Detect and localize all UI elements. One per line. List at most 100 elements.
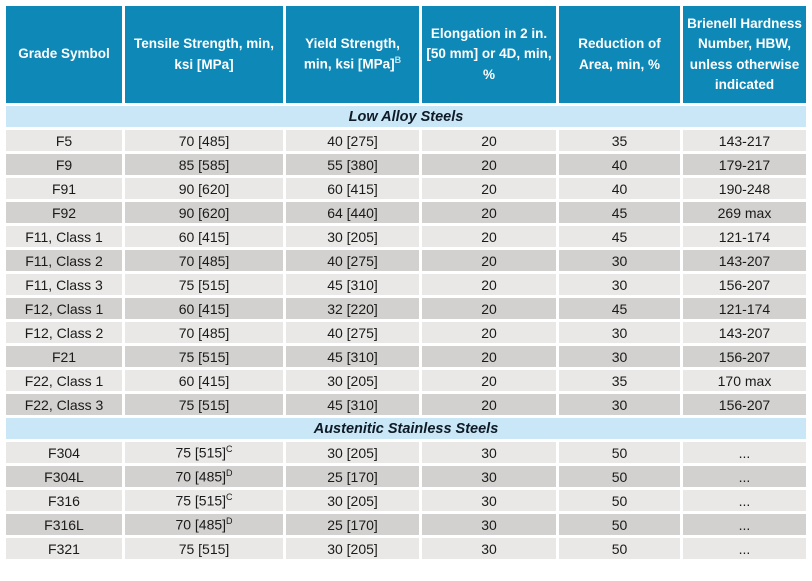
hardness-cell: 156-207 bbox=[683, 394, 806, 415]
hardness-cell: ... bbox=[683, 490, 806, 511]
elongation-cell: 30 bbox=[422, 490, 556, 511]
hardness-cell: 190-248 bbox=[683, 178, 806, 199]
grade-cell: F5 bbox=[6, 130, 122, 151]
reduction-cell: 30 bbox=[559, 346, 680, 367]
footnote-superscript: C bbox=[226, 492, 233, 503]
tensile-cell: 70 [485] bbox=[125, 322, 283, 343]
table-row: F11, Class 1 60 [415] 30 [205] 20 45 121-174 bbox=[6, 226, 806, 247]
yield-cell: 25 [170] bbox=[286, 466, 419, 487]
elongation-cell: 20 bbox=[422, 394, 556, 415]
tensile-cell: 70 [485]D bbox=[125, 466, 283, 487]
section-title: Austenitic Stainless Steels bbox=[6, 418, 806, 439]
elongation-cell: 20 bbox=[422, 346, 556, 367]
footnote-superscript: D bbox=[226, 468, 233, 479]
tensile-cell: 75 [515] bbox=[125, 538, 283, 559]
hardness-cell: 170 max bbox=[683, 370, 806, 391]
yield-cell: 32 [220] bbox=[286, 298, 419, 319]
grade-cell: F11, Class 2 bbox=[6, 250, 122, 271]
column-header-5: Brienell Hardness Number, HBW, unless ot… bbox=[683, 6, 806, 103]
column-header-1: Tensile Strength, min, ksi [MPa] bbox=[125, 6, 283, 103]
section-row-0: Low Alloy Steels bbox=[6, 106, 806, 127]
footnote-superscript: D bbox=[226, 516, 233, 527]
tensile-cell: 75 [515] bbox=[125, 346, 283, 367]
grade-cell: F21 bbox=[6, 346, 122, 367]
yield-cell: 30 [205] bbox=[286, 538, 419, 559]
table-row: F11, Class 2 70 [485] 40 [275] 20 30 143-207 bbox=[6, 250, 806, 271]
reduction-cell: 40 bbox=[559, 178, 680, 199]
grade-cell: F316 bbox=[6, 490, 122, 511]
hardness-cell: ... bbox=[683, 538, 806, 559]
tensile-cell: 75 [515]C bbox=[125, 442, 283, 463]
table-row: F5 70 [485] 40 [275] 20 35 143-217 bbox=[6, 130, 806, 151]
header-row: Grade Symbol Tensile Strength, min, ksi [… bbox=[6, 6, 806, 103]
reduction-cell: 50 bbox=[559, 514, 680, 535]
tensile-cell: 90 [620] bbox=[125, 202, 283, 223]
grade-cell: F11, Class 3 bbox=[6, 274, 122, 295]
hardness-cell: 156-207 bbox=[683, 346, 806, 367]
tensile-cell: 75 [515] bbox=[125, 394, 283, 415]
elongation-cell: 20 bbox=[422, 130, 556, 151]
yield-cell: 45 [310] bbox=[286, 346, 419, 367]
footnote-superscript: B bbox=[394, 55, 402, 66]
grade-cell: F22, Class 3 bbox=[6, 394, 122, 415]
hardness-cell: 121-174 bbox=[683, 298, 806, 319]
yield-cell: 40 [275] bbox=[286, 250, 419, 271]
hardness-cell: ... bbox=[683, 514, 806, 535]
elongation-cell: 20 bbox=[422, 322, 556, 343]
reduction-cell: 50 bbox=[559, 538, 680, 559]
tensile-cell: 85 [585] bbox=[125, 154, 283, 175]
material-specs-table: Grade Symbol Tensile Strength, min, ksi [… bbox=[3, 3, 809, 562]
tensile-cell: 60 [415] bbox=[125, 370, 283, 391]
tensile-cell: 60 [415] bbox=[125, 298, 283, 319]
table-row: F316 75 [515]C 30 [205] 30 50... bbox=[6, 490, 806, 511]
table-row: F91 90 [620] 60 [415] 20 40 190-248 bbox=[6, 178, 806, 199]
yield-cell: 30 [205] bbox=[286, 442, 419, 463]
grade-cell: F92 bbox=[6, 202, 122, 223]
grade-cell: F321 bbox=[6, 538, 122, 559]
tensile-cell: 90 [620] bbox=[125, 178, 283, 199]
tensile-cell: 60 [415] bbox=[125, 226, 283, 247]
yield-cell: 60 [415] bbox=[286, 178, 419, 199]
table-row: F12, Class 1 60 [415] 32 [220] 20 45 121-174 bbox=[6, 298, 806, 319]
yield-cell: 64 [440] bbox=[286, 202, 419, 223]
tensile-cell: 75 [515]C bbox=[125, 490, 283, 511]
yield-cell: 30 [205] bbox=[286, 370, 419, 391]
grade-cell: F316L bbox=[6, 514, 122, 535]
elongation-cell: 20 bbox=[422, 370, 556, 391]
reduction-cell: 30 bbox=[559, 250, 680, 271]
table-row: F22, Class 1 60 [415] 30 [205] 20 35 170 max bbox=[6, 370, 806, 391]
yield-cell: 25 [170] bbox=[286, 514, 419, 535]
elongation-cell: 20 bbox=[422, 298, 556, 319]
yield-cell: 30 [205] bbox=[286, 490, 419, 511]
reduction-cell: 50 bbox=[559, 466, 680, 487]
table-row: F12, Class 2 70 [485] 40 [275] 20 30 143-207 bbox=[6, 322, 806, 343]
elongation-cell: 30 bbox=[422, 466, 556, 487]
column-header-3: Elongation in 2 in. [50 mm] or 4D, min, … bbox=[422, 6, 556, 103]
section-title: Low Alloy Steels bbox=[6, 106, 806, 127]
grade-cell: F304L bbox=[6, 466, 122, 487]
table-row: F316L 70 [485]D 25 [170] 30 50... bbox=[6, 514, 806, 535]
table-row: F304 75 [515]C 30 [205] 30 50... bbox=[6, 442, 806, 463]
tensile-cell: 70 [485]D bbox=[125, 514, 283, 535]
elongation-cell: 20 bbox=[422, 178, 556, 199]
elongation-cell: 20 bbox=[422, 154, 556, 175]
reduction-cell: 30 bbox=[559, 394, 680, 415]
reduction-cell: 30 bbox=[559, 274, 680, 295]
elongation-cell: 30 bbox=[422, 538, 556, 559]
hardness-cell: 121-174 bbox=[683, 226, 806, 247]
column-header-0: Grade Symbol bbox=[6, 6, 122, 103]
grade-cell: F12, Class 2 bbox=[6, 322, 122, 343]
grade-cell: F12, Class 1 bbox=[6, 298, 122, 319]
yield-cell: 40 [275] bbox=[286, 322, 419, 343]
reduction-cell: 35 bbox=[559, 370, 680, 391]
reduction-cell: 50 bbox=[559, 442, 680, 463]
grade-cell: F11, Class 1 bbox=[6, 226, 122, 247]
hardness-cell: ... bbox=[683, 442, 806, 463]
grade-cell: F9 bbox=[6, 154, 122, 175]
table-row: F22, Class 3 75 [515] 45 [310] 20 30 156-207 bbox=[6, 394, 806, 415]
grade-cell: F304 bbox=[6, 442, 122, 463]
hardness-cell: 143-207 bbox=[683, 322, 806, 343]
yield-cell: 30 [205] bbox=[286, 226, 419, 247]
yield-cell: 45 [310] bbox=[286, 274, 419, 295]
hardness-cell: ... bbox=[683, 466, 806, 487]
